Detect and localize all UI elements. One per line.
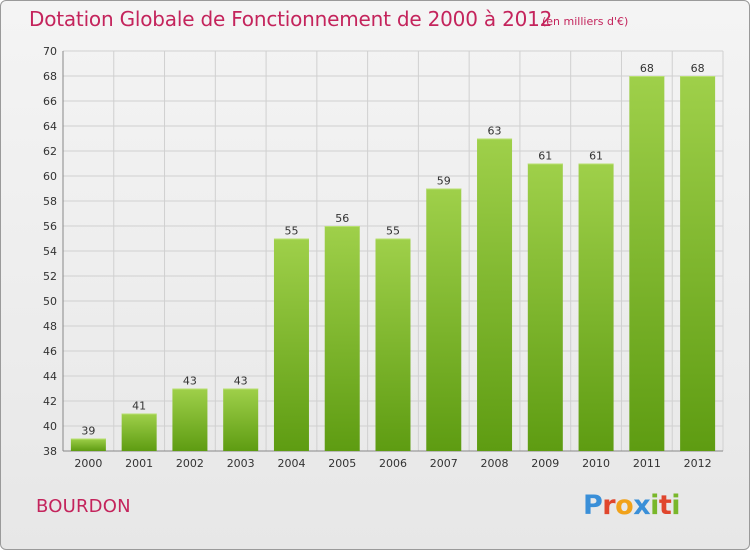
- logo-letter: i: [671, 490, 681, 521]
- x-tick-label: 2006: [379, 457, 407, 470]
- data-label: 41: [132, 400, 146, 413]
- y-tick-label: 60: [43, 170, 57, 183]
- bar: [680, 76, 716, 451]
- y-tick-label: 56: [43, 220, 57, 233]
- data-label: 59: [437, 175, 451, 188]
- x-tick-label: 2009: [531, 457, 559, 470]
- y-tick-label: 46: [43, 345, 57, 358]
- logo-letter: P: [583, 490, 603, 521]
- axes: 38 40 42 44 46 48 50 52 54 56 58 60 62 64 66 68 70 2000 20…: [43, 45, 723, 470]
- data-label: 43: [234, 375, 248, 388]
- chart-subtitle: (en milliers d'€): [542, 15, 629, 28]
- bar: [527, 163, 563, 451]
- bar: [273, 238, 309, 451]
- y-tick-label: 44: [43, 370, 57, 383]
- x-tick-label: 2003: [227, 457, 255, 470]
- y-tick-label: 50: [43, 295, 57, 308]
- bars: [70, 76, 716, 451]
- data-label: 55: [386, 225, 400, 238]
- x-tick-label: 2012: [684, 457, 712, 470]
- x-tick-label: 2011: [633, 457, 661, 470]
- y-tick-label: 48: [43, 320, 57, 333]
- data-label: 43: [183, 375, 197, 388]
- chart-title: Dotation Globale de Fonctionnement de 20…: [29, 7, 553, 31]
- bar: [578, 163, 614, 451]
- y-tick-label: 54: [43, 245, 57, 258]
- x-tick-label: 2002: [176, 457, 204, 470]
- y-tick-label: 62: [43, 145, 57, 158]
- bar: [477, 138, 513, 451]
- x-tick-label: 2001: [125, 457, 153, 470]
- x-tick-label: 2007: [430, 457, 458, 470]
- bar: [172, 388, 208, 451]
- data-label: 56: [335, 212, 349, 225]
- x-tick-label: 2010: [582, 457, 610, 470]
- bar: [375, 238, 411, 451]
- y-tick-label: 64: [43, 120, 57, 133]
- data-label: 61: [538, 150, 552, 163]
- place-name: BOURDON: [36, 496, 131, 517]
- bar: [223, 388, 259, 451]
- bar: [121, 413, 157, 451]
- data-label: 68: [691, 62, 705, 75]
- data-label: 63: [488, 125, 502, 138]
- logo-letter: x: [633, 490, 651, 521]
- y-tick-label: 66: [43, 95, 57, 108]
- y-tick-label: 42: [43, 395, 57, 408]
- y-tick-label: 68: [43, 70, 57, 83]
- data-label: 61: [589, 150, 603, 163]
- data-label: 68: [640, 62, 654, 75]
- logo-letter: o: [615, 490, 634, 521]
- bar: [426, 188, 462, 451]
- y-tick-label: 70: [43, 45, 57, 58]
- proxiti-logo[interactable]: Proxiti: [583, 490, 681, 521]
- bar: [629, 76, 665, 451]
- y-tick-label: 52: [43, 270, 57, 283]
- data-label: 55: [284, 225, 298, 238]
- x-tick-label: 2004: [277, 457, 305, 470]
- x-tick-label: 2000: [74, 457, 102, 470]
- data-labels: 39 41 43 43 55 56 55 59 63 61 61 68 68: [81, 62, 704, 438]
- x-tick-label: 2008: [481, 457, 509, 470]
- y-tick-label: 40: [43, 420, 57, 433]
- data-label: 39: [81, 425, 95, 438]
- y-tick-label: 58: [43, 195, 57, 208]
- bar: [324, 226, 360, 451]
- logo-letter: r: [602, 490, 616, 521]
- x-tick-label: 2005: [328, 457, 356, 470]
- logo-letter: i: [650, 490, 659, 521]
- bar: [70, 438, 106, 451]
- logo-letter: t: [658, 490, 672, 521]
- y-tick-label: 38: [43, 445, 57, 458]
